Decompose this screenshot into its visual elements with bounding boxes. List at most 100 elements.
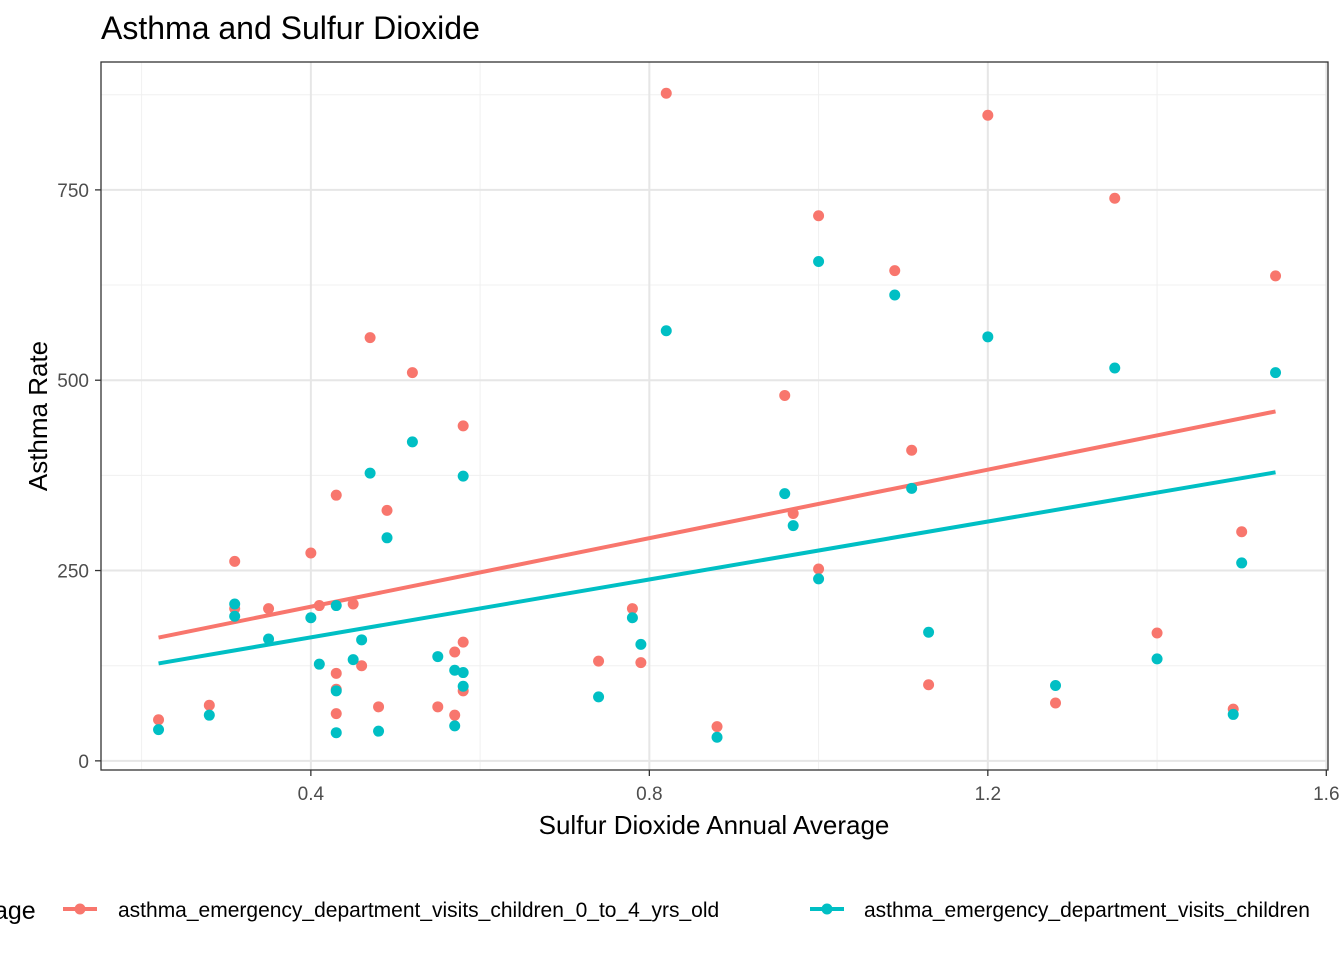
x-tick-label-1: 0.8 — [636, 784, 662, 805]
point-s1-15 — [406, 436, 418, 448]
legend-key-0 — [63, 903, 97, 915]
legend-key-1-dot — [821, 903, 833, 915]
point-s1-14 — [381, 532, 393, 544]
point-s1-26 — [711, 731, 723, 743]
point-s1-24 — [635, 638, 647, 650]
point-s0-20 — [457, 420, 469, 432]
legend-key-1 — [810, 903, 844, 915]
point-s0-36 — [1050, 697, 1062, 709]
point-s0-37 — [1109, 192, 1121, 204]
point-s0-10 — [330, 708, 342, 720]
plot-panel — [101, 62, 1328, 770]
trend-line-series-0 — [158, 409, 1276, 640]
point-s0-32 — [889, 265, 901, 277]
point-s1-25 — [660, 325, 672, 337]
point-s1-22 — [593, 691, 605, 703]
point-s0-4 — [263, 603, 275, 615]
point-s0-38 — [1151, 627, 1163, 639]
point-s0-8 — [330, 667, 342, 679]
legend-title: age — [0, 897, 36, 925]
point-s1-6 — [313, 658, 325, 670]
point-s1-7 — [330, 600, 342, 612]
point-s1-38 — [1227, 708, 1239, 720]
point-s1-35 — [1050, 679, 1062, 691]
point-s0-5 — [305, 547, 317, 559]
point-s1-36 — [1109, 362, 1121, 374]
point-s0-0 — [153, 714, 165, 726]
point-s1-3 — [229, 610, 241, 622]
point-s1-37 — [1151, 653, 1163, 665]
point-s0-30 — [813, 210, 825, 222]
data-points — [153, 87, 1282, 743]
point-s0-28 — [779, 389, 791, 401]
point-s0-11 — [347, 598, 359, 610]
point-s1-5 — [305, 612, 317, 624]
legend-label-0: asthma_emergency_department_visits_child… — [118, 899, 719, 922]
point-s1-12 — [364, 467, 376, 479]
point-s1-11 — [356, 634, 368, 646]
point-s0-6 — [313, 600, 325, 612]
y-tick-label-3: 750 — [57, 181, 89, 202]
point-s0-7 — [330, 489, 342, 501]
point-s0-29 — [787, 507, 799, 519]
point-s0-23 — [593, 655, 605, 667]
point-s0-31 — [813, 563, 825, 575]
point-s1-27 — [779, 488, 791, 500]
point-s1-18 — [449, 720, 461, 732]
point-s0-34 — [923, 679, 935, 691]
point-s1-19 — [457, 470, 469, 482]
point-s0-12 — [356, 660, 368, 672]
point-s1-17 — [449, 664, 461, 676]
chart-title: Asthma and Sulfur Dioxide — [101, 10, 480, 46]
legend-label-1: asthma_emergency_department_visits_child… — [864, 899, 1310, 922]
point-s1-28 — [787, 520, 799, 532]
point-s1-13 — [373, 725, 385, 737]
point-s1-0 — [153, 724, 165, 736]
point-s0-35 — [982, 109, 994, 121]
point-s0-13 — [364, 332, 376, 344]
plot-border — [100, 61, 1329, 771]
y-tick-label-2: 500 — [57, 371, 89, 392]
x-tick-label-0: 0.4 — [298, 784, 325, 805]
point-s1-40 — [1270, 367, 1282, 379]
y-axis-title: Asthma Rate — [23, 341, 53, 491]
major-gridlines — [101, 62, 1328, 770]
point-s0-33 — [906, 444, 918, 456]
point-s1-21 — [457, 680, 469, 692]
point-s0-18 — [449, 646, 461, 658]
point-s0-2 — [229, 555, 241, 567]
point-s0-24 — [626, 603, 638, 615]
point-s0-1 — [203, 699, 215, 711]
point-s1-34 — [982, 331, 994, 343]
trend-line-series-1 — [158, 470, 1276, 666]
legend-key-0-dot — [74, 903, 86, 915]
point-s0-27 — [711, 721, 723, 733]
trend-lines — [158, 409, 1276, 666]
point-s1-29 — [813, 255, 825, 267]
legend: age asthma_emergency_department_visits_c… — [0, 897, 1310, 925]
point-s0-41 — [1270, 270, 1282, 282]
point-s0-14 — [373, 701, 385, 713]
point-s1-39 — [1236, 557, 1248, 569]
point-s1-30 — [813, 573, 825, 585]
point-s1-20 — [457, 667, 469, 679]
point-s1-31 — [889, 289, 901, 301]
point-s1-2 — [229, 598, 241, 610]
x-tick-label-2: 1.2 — [975, 784, 1001, 805]
point-s1-33 — [923, 626, 935, 638]
point-s1-10 — [347, 654, 359, 666]
point-s0-25 — [635, 657, 647, 669]
point-s1-8 — [330, 685, 342, 697]
point-s1-23 — [626, 612, 638, 624]
point-s0-40 — [1236, 526, 1248, 538]
point-s1-16 — [432, 651, 444, 663]
minor-gridlines — [101, 62, 1328, 770]
point-s0-16 — [406, 367, 418, 379]
point-s1-4 — [263, 633, 275, 645]
x-tick-label-3: 1.6 — [1313, 784, 1339, 805]
y-tick-label-1: 250 — [57, 562, 89, 583]
point-s0-21 — [457, 636, 469, 648]
point-s0-19 — [449, 709, 461, 721]
x-axis-title: Sulfur Dioxide Annual Average — [539, 810, 890, 840]
